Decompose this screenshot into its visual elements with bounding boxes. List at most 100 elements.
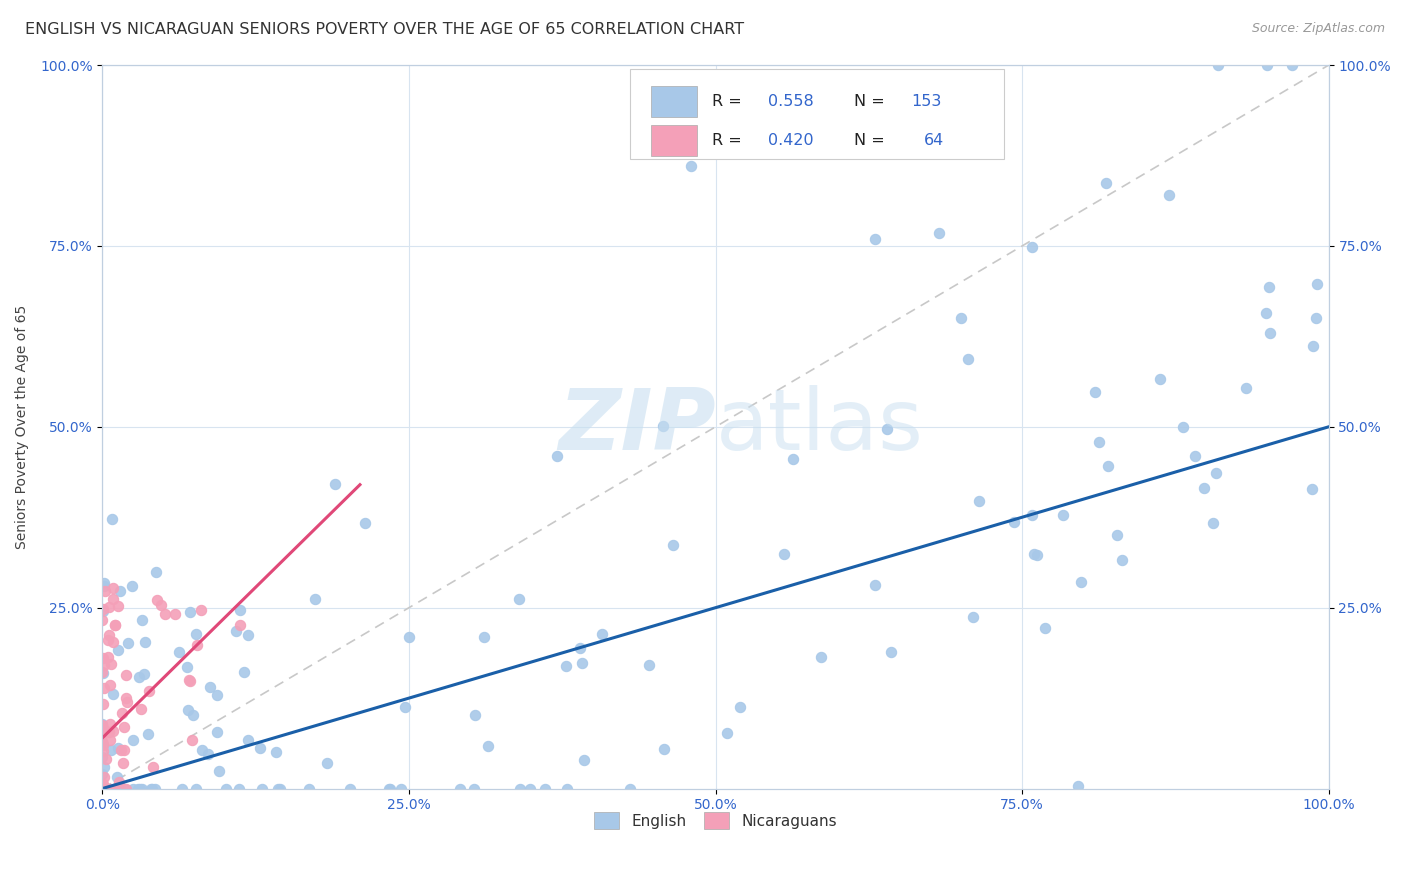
Point bbox=[111, 756, 134, 771]
Point bbox=[1302, 339, 1324, 353]
Point bbox=[91, 781, 114, 796]
Point bbox=[94, 781, 117, 796]
Point bbox=[134, 634, 156, 648]
Text: Source: ZipAtlas.com: Source: ZipAtlas.com bbox=[1251, 22, 1385, 36]
Point bbox=[1033, 621, 1056, 635]
Point bbox=[115, 694, 138, 708]
Point bbox=[112, 743, 135, 757]
Point bbox=[186, 638, 208, 652]
Point bbox=[91, 781, 114, 796]
Point bbox=[1171, 419, 1194, 434]
Point bbox=[93, 576, 115, 591]
Point bbox=[170, 781, 193, 796]
Point bbox=[101, 592, 124, 607]
Point bbox=[163, 607, 186, 621]
Point bbox=[1194, 482, 1216, 496]
Point bbox=[149, 598, 172, 612]
Point bbox=[139, 781, 162, 796]
Point bbox=[114, 781, 136, 796]
Point bbox=[956, 352, 979, 367]
Point bbox=[93, 583, 115, 598]
Point bbox=[339, 781, 361, 796]
Point bbox=[138, 683, 160, 698]
Point bbox=[110, 743, 132, 757]
Text: N =: N = bbox=[853, 94, 890, 109]
Point bbox=[145, 565, 167, 579]
Legend: English, Nicaraguans: English, Nicaraguans bbox=[588, 806, 842, 835]
Point bbox=[190, 743, 212, 757]
Point bbox=[1205, 467, 1227, 481]
Point bbox=[1021, 239, 1043, 253]
Point bbox=[101, 723, 124, 738]
Point bbox=[533, 781, 555, 796]
Point bbox=[1281, 58, 1303, 72]
Point bbox=[574, 753, 596, 767]
Point bbox=[93, 781, 115, 796]
Point bbox=[591, 626, 613, 640]
Point bbox=[91, 665, 114, 679]
FancyBboxPatch shape bbox=[630, 69, 1004, 159]
Point bbox=[94, 781, 117, 796]
Point bbox=[298, 781, 321, 796]
Point bbox=[179, 674, 201, 689]
Point bbox=[652, 418, 675, 433]
FancyBboxPatch shape bbox=[651, 125, 697, 156]
Point bbox=[207, 725, 229, 739]
Point bbox=[91, 733, 114, 747]
Point bbox=[876, 422, 898, 436]
Point bbox=[115, 690, 138, 705]
Point bbox=[225, 624, 247, 638]
Point bbox=[143, 781, 166, 796]
Point bbox=[477, 739, 499, 753]
Point bbox=[197, 747, 219, 761]
Point bbox=[93, 770, 115, 784]
Point bbox=[949, 311, 972, 326]
Point bbox=[91, 602, 114, 616]
Point bbox=[967, 494, 990, 508]
Point bbox=[96, 781, 118, 796]
Point bbox=[94, 781, 117, 796]
Point bbox=[108, 774, 131, 789]
Point bbox=[96, 752, 118, 766]
Point bbox=[105, 781, 128, 796]
Point bbox=[97, 599, 120, 614]
Text: 153: 153 bbox=[911, 94, 942, 109]
Point bbox=[91, 781, 114, 796]
Point bbox=[569, 641, 592, 656]
Point bbox=[509, 781, 531, 796]
Point bbox=[1305, 311, 1327, 326]
Point bbox=[1024, 547, 1046, 561]
Point bbox=[810, 650, 832, 665]
Point bbox=[131, 614, 153, 628]
Point bbox=[1025, 548, 1047, 562]
Point bbox=[91, 781, 114, 796]
Point bbox=[91, 781, 114, 796]
Point bbox=[1095, 177, 1118, 191]
Point bbox=[1067, 779, 1090, 793]
Point bbox=[380, 781, 402, 796]
Y-axis label: Seniors Poverty Over the Age of 65: Seniors Poverty Over the Age of 65 bbox=[15, 305, 30, 549]
Point bbox=[153, 607, 176, 621]
Point bbox=[962, 610, 984, 624]
Point bbox=[654, 742, 676, 756]
Point bbox=[863, 578, 886, 592]
Point bbox=[1258, 280, 1281, 294]
Point bbox=[114, 781, 136, 796]
Point bbox=[93, 781, 115, 796]
Point bbox=[1254, 306, 1277, 320]
Point bbox=[1206, 58, 1229, 72]
Point bbox=[269, 781, 291, 796]
Point bbox=[101, 512, 124, 526]
Point bbox=[205, 688, 228, 702]
Point bbox=[121, 781, 143, 796]
Point bbox=[928, 226, 950, 240]
Text: ENGLISH VS NICARAGUAN SENIORS POVERTY OVER THE AGE OF 65 CORRELATION CHART: ENGLISH VS NICARAGUAN SENIORS POVERTY OV… bbox=[25, 22, 744, 37]
Point bbox=[1159, 188, 1181, 202]
Point bbox=[394, 699, 416, 714]
Point bbox=[1002, 515, 1025, 529]
Point bbox=[716, 726, 738, 740]
Point bbox=[110, 781, 132, 796]
Point bbox=[304, 591, 326, 606]
Point bbox=[103, 781, 125, 796]
Point bbox=[179, 673, 201, 687]
